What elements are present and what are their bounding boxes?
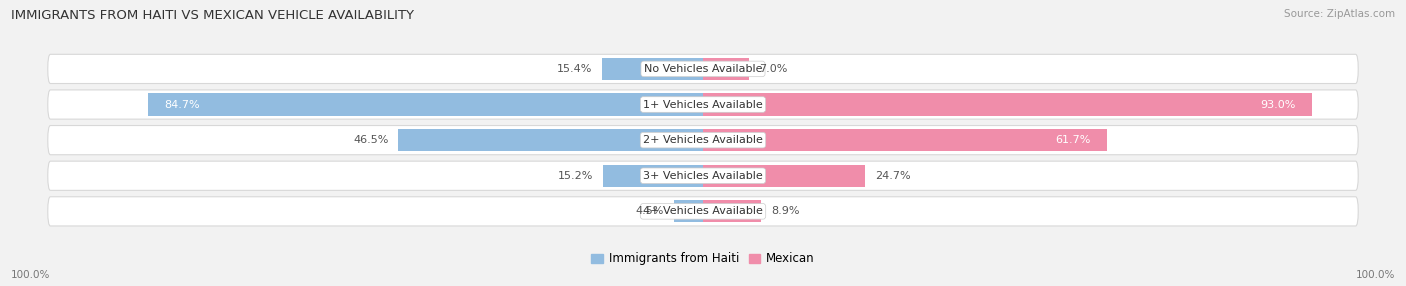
FancyBboxPatch shape — [48, 90, 1358, 119]
Bar — [703, 129, 1108, 151]
Text: Source: ZipAtlas.com: Source: ZipAtlas.com — [1284, 9, 1395, 19]
Text: No Vehicles Available: No Vehicles Available — [644, 64, 762, 74]
Text: 24.7%: 24.7% — [875, 171, 910, 181]
Text: 100.0%: 100.0% — [1355, 270, 1395, 280]
Text: 15.4%: 15.4% — [557, 64, 592, 74]
Text: 15.2%: 15.2% — [558, 171, 593, 181]
Text: 7.0%: 7.0% — [759, 64, 787, 74]
Text: 3+ Vehicles Available: 3+ Vehicles Available — [643, 171, 763, 181]
Text: 4+ Vehicles Available: 4+ Vehicles Available — [643, 206, 763, 217]
Bar — [603, 165, 703, 187]
Text: 100.0%: 100.0% — [11, 270, 51, 280]
Text: 8.9%: 8.9% — [770, 206, 800, 217]
Text: 61.7%: 61.7% — [1056, 135, 1091, 145]
Text: 4.5%: 4.5% — [636, 206, 664, 217]
Bar — [398, 129, 703, 151]
Text: 46.5%: 46.5% — [353, 135, 388, 145]
FancyBboxPatch shape — [48, 54, 1358, 84]
Text: 1+ Vehicles Available: 1+ Vehicles Available — [643, 100, 763, 110]
Bar — [703, 200, 761, 223]
Bar — [673, 200, 703, 223]
Bar — [703, 94, 1312, 116]
Legend: Immigrants from Haiti, Mexican: Immigrants from Haiti, Mexican — [586, 248, 820, 270]
Bar — [148, 94, 703, 116]
Bar — [703, 165, 865, 187]
FancyBboxPatch shape — [48, 126, 1358, 155]
Text: IMMIGRANTS FROM HAITI VS MEXICAN VEHICLE AVAILABILITY: IMMIGRANTS FROM HAITI VS MEXICAN VEHICLE… — [11, 9, 415, 21]
Text: 93.0%: 93.0% — [1261, 100, 1296, 110]
Bar — [703, 58, 749, 80]
Bar — [602, 58, 703, 80]
Text: 2+ Vehicles Available: 2+ Vehicles Available — [643, 135, 763, 145]
FancyBboxPatch shape — [48, 161, 1358, 190]
Text: 84.7%: 84.7% — [165, 100, 200, 110]
FancyBboxPatch shape — [48, 197, 1358, 226]
